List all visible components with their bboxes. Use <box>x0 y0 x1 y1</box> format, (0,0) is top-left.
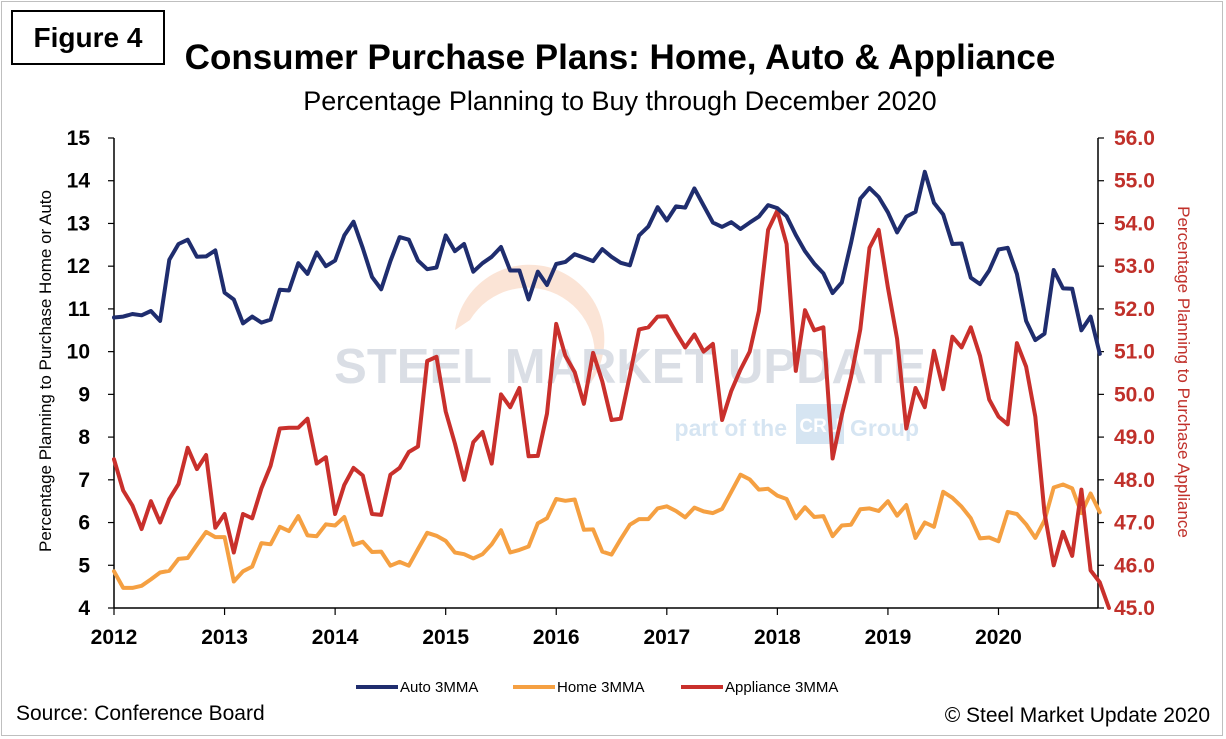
x-tick-label: 2016 <box>533 626 580 649</box>
left-tick-label: 13 <box>67 212 90 235</box>
left-tick-label: 10 <box>67 341 90 364</box>
y-axis-label-right: Percentage Planning to Purchase Applianc… <box>1174 206 1193 538</box>
legend-label: Auto 3MMA <box>400 679 478 696</box>
right-tick-label: 46.0 <box>1114 554 1155 577</box>
series-line-home-3mma <box>112 472 1102 590</box>
right-tick-label: 48.0 <box>1114 469 1155 492</box>
watermark-logo: CRU <box>799 416 840 437</box>
left-tick-label: 14 <box>67 170 91 193</box>
left-tick-label: 4 <box>78 597 90 620</box>
series-lines <box>112 169 1111 610</box>
right-tick-label: 53.0 <box>1114 255 1155 278</box>
left-tick-label: 11 <box>68 298 91 321</box>
series-line-auto-3mma <box>112 169 1102 356</box>
right-tick-label: 54.0 <box>1114 212 1155 235</box>
copyright-note: © Steel Market Update 2020 <box>944 704 1210 727</box>
left-tick-label: 6 <box>78 512 90 535</box>
x-tick-label: 2020 <box>975 626 1022 649</box>
left-tick-label: 8 <box>78 426 90 449</box>
left-tick-label: 5 <box>78 554 90 577</box>
left-axis-ticks: 4 5 6 7 8 9 10 11 12 13 14 15 <box>67 127 114 620</box>
right-tick-label: 50.0 <box>1114 383 1155 406</box>
right-tick-label: 51.0 <box>1114 341 1155 364</box>
right-tick-label: 55.0 <box>1114 170 1155 193</box>
y-axis-label-left: Percentage Planning to Purchase Home or … <box>36 190 55 552</box>
watermark-tagline-left: part of the <box>675 415 787 441</box>
left-tick-label: 9 <box>78 383 90 406</box>
left-tick-label: 7 <box>78 469 90 492</box>
chart-title: Consumer Purchase Plans: Home, Auto & Ap… <box>184 38 1056 77</box>
legend-label: Appliance 3MMA <box>725 679 838 696</box>
watermark-swoosh-icon <box>455 264 605 390</box>
x-tick-label: 2012 <box>91 626 138 649</box>
source-note: Source: Conference Board <box>16 702 265 725</box>
right-tick-label: 47.0 <box>1114 512 1155 535</box>
legend-label: Home 3MMA <box>557 679 645 696</box>
x-tick-label: 2013 <box>201 626 248 649</box>
legend: Auto 3MMA Home 3MMA Appliance 3MMA <box>356 679 838 696</box>
right-tick-label: 52.0 <box>1114 298 1155 321</box>
x-tick-label: 2019 <box>865 626 912 649</box>
x-tick-label: 2015 <box>422 626 469 649</box>
left-tick-label: 12 <box>67 255 90 278</box>
left-tick-label: 15 <box>67 127 91 150</box>
figure-label: Figure 4 <box>11 10 165 65</box>
x-tick-label: 2014 <box>312 626 359 649</box>
right-tick-label: 45.0 <box>1114 597 1155 620</box>
x-tick-label: 2018 <box>754 626 801 649</box>
x-axis-ticks: 2012 2013 2014 2015 2016 2017 2018 2019 2020 <box>91 608 1022 649</box>
chart-subtitle: Percentage Planning to Buy through Decem… <box>303 86 937 116</box>
right-tick-label: 56.0 <box>1114 127 1155 150</box>
series-line-appliance-3mma <box>112 208 1111 610</box>
right-tick-label: 49.0 <box>1114 426 1155 449</box>
right-axis-ticks: 45.0 46.0 47.0 48.0 49.0 50.0 51.0 52.0 53.0 54.0… <box>1098 127 1155 620</box>
x-tick-label: 2017 <box>643 626 690 649</box>
